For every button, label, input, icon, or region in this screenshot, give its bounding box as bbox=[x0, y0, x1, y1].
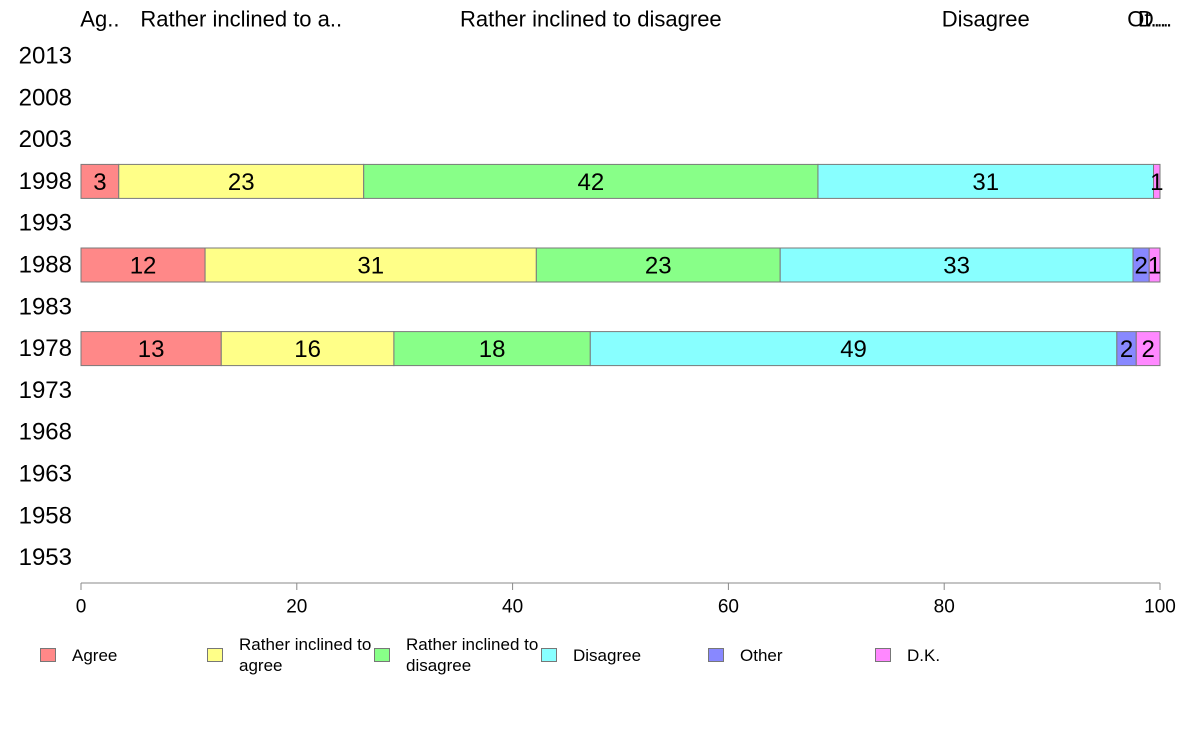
legend-swatch bbox=[708, 648, 724, 662]
y-tick-label: 1973 bbox=[19, 377, 72, 404]
y-tick-label: 1958 bbox=[19, 502, 72, 529]
bar-value-label: 2 bbox=[1134, 253, 1147, 280]
x-tick-label: 60 bbox=[718, 597, 739, 618]
bar-value-label: 2 bbox=[1120, 336, 1133, 363]
legend-item: Rather inclined to disagree bbox=[374, 630, 541, 680]
bar-segment bbox=[118, 163, 365, 199]
x-tick-label: 80 bbox=[934, 597, 955, 618]
bar-value-label: 23 bbox=[645, 253, 672, 280]
y-tick-label: 1963 bbox=[19, 461, 72, 488]
bar-value-label: 49 bbox=[840, 336, 867, 363]
bar-segment bbox=[589, 331, 1118, 367]
bar-segment bbox=[80, 247, 206, 283]
legend-item: Rather inclined to agree bbox=[207, 630, 374, 680]
bar-value-label: 13 bbox=[138, 336, 165, 363]
legend-item: D.K. bbox=[875, 630, 940, 680]
category-header-label: Rather inclined to a.. bbox=[140, 7, 342, 32]
bar-value-label: 1 bbox=[1150, 169, 1163, 196]
bar-segment bbox=[1148, 247, 1161, 283]
bar-value-label: 33 bbox=[943, 253, 970, 280]
y-tick-label: 1978 bbox=[19, 335, 72, 362]
x-tick-label: 20 bbox=[286, 597, 307, 618]
bar-segment bbox=[393, 331, 591, 367]
bar-segment bbox=[1153, 163, 1161, 199]
bar-segment bbox=[779, 247, 1134, 283]
bar-value-label: 31 bbox=[972, 169, 999, 196]
y-tick-label: 1953 bbox=[19, 544, 72, 571]
bar-value-label: 23 bbox=[228, 169, 255, 196]
bar-segment bbox=[80, 331, 222, 367]
legend-swatch bbox=[40, 648, 56, 662]
bar-segment bbox=[363, 163, 819, 199]
bar-segment bbox=[1135, 331, 1161, 367]
y-tick-label: 1983 bbox=[19, 293, 72, 320]
bar-value-label: 2 bbox=[1141, 336, 1154, 363]
bar-value-label: 1 bbox=[1148, 253, 1161, 280]
x-tick-label: 0 bbox=[76, 597, 87, 618]
bar-segment bbox=[220, 331, 395, 367]
bar-segment bbox=[817, 163, 1155, 199]
bar-segment bbox=[204, 247, 537, 283]
y-tick-label: 1968 bbox=[19, 419, 72, 446]
category-header-label: Ot... bbox=[1127, 7, 1169, 32]
bar-segment bbox=[80, 163, 120, 199]
y-tick-label: 2008 bbox=[19, 84, 72, 111]
legend-item: Disagree bbox=[541, 630, 641, 680]
bar-value-label: 31 bbox=[357, 253, 384, 280]
category-header-label: D... bbox=[1138, 7, 1172, 32]
legend-swatch bbox=[207, 648, 223, 662]
legend-label: Disagree bbox=[573, 645, 642, 665]
bar-value-label: 18 bbox=[479, 336, 506, 363]
legend-swatch bbox=[875, 648, 891, 662]
y-tick-label: 1998 bbox=[19, 168, 72, 195]
y-tick-label: 2003 bbox=[19, 126, 72, 153]
legend-swatch bbox=[541, 648, 557, 662]
legend-label: Agree bbox=[72, 645, 118, 665]
y-tick-label: 1988 bbox=[19, 252, 72, 279]
legend-label: Other bbox=[740, 645, 783, 665]
category-header-label: Ag.. bbox=[80, 7, 119, 32]
legend-label: D.K. bbox=[907, 645, 941, 665]
y-tick-label: 2013 bbox=[19, 43, 72, 70]
bar-value-label: 3 bbox=[93, 169, 106, 196]
legend-item: Agree bbox=[40, 630, 117, 680]
stacked-bar-chart: 2013200820031998199319881983197819731968… bbox=[19, 7, 1176, 618]
category-header-label: Rather inclined to disagree bbox=[460, 7, 722, 32]
category-header-label: Disagree bbox=[942, 7, 1030, 32]
legend-label: Rather inclined to agree bbox=[239, 635, 372, 675]
x-tick-label: 100 bbox=[1144, 597, 1176, 618]
x-tick-label: 40 bbox=[502, 597, 523, 618]
legend-label: Rather inclined to disagree bbox=[406, 635, 539, 675]
bar-value-label: 42 bbox=[577, 169, 604, 196]
bar-value-label: 12 bbox=[130, 253, 157, 280]
legend-swatch bbox=[374, 648, 390, 662]
y-tick-label: 1993 bbox=[19, 210, 72, 237]
legend-item: Other bbox=[708, 630, 783, 680]
bar-value-label: 16 bbox=[294, 336, 321, 363]
bar-segment bbox=[535, 247, 781, 283]
legend: Agree Rather inclined to agree Rather incl… bbox=[0, 630, 1188, 690]
